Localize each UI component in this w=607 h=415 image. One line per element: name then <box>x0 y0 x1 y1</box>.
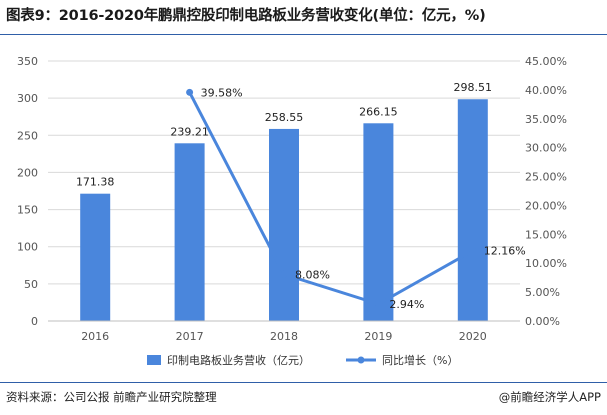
revenue-bar <box>80 193 111 321</box>
left-tick-label: 50 <box>24 278 38 291</box>
bar-value-label: 298.51 <box>454 81 493 94</box>
right-tick-label: 15.00% <box>525 228 567 241</box>
x-tick-label: 2017 <box>176 330 204 343</box>
left-tick-label: 150 <box>17 204 38 217</box>
revenue-bars <box>80 99 488 321</box>
left-tick-label: 250 <box>17 129 38 142</box>
credit-note: @前瞻经济学人APP <box>498 390 601 404</box>
data-labels: 171.38 239.21 258.55 266.15 298.51 39.58% 8.08… <box>76 81 526 311</box>
legend-bar-swatch <box>147 355 161 365</box>
legend-line-marker <box>357 356 365 364</box>
left-tick-label: 0 <box>31 315 38 328</box>
growth-line-path <box>188 91 474 306</box>
growth-line <box>186 88 477 308</box>
growth-point <box>186 88 194 96</box>
growth-point <box>280 270 288 278</box>
legend-line-label: 同比增长（%） <box>382 353 458 367</box>
right-tick-label: 10.00% <box>525 257 567 270</box>
bar-value-label: 171.38 <box>76 176 115 189</box>
x-tick-label: 2019 <box>364 330 392 343</box>
left-tick-label: 200 <box>17 166 38 179</box>
bar-value-label: 266.15 <box>359 105 398 118</box>
growth-point <box>374 300 382 308</box>
growth-value-label: 2.94% <box>389 298 424 311</box>
right-tick-label: 25.00% <box>525 171 567 184</box>
right-axis-ticks: 0.00% 5.00% 10.00% 15.00% 20.00% 25.00% 30.00%… <box>525 55 567 328</box>
growth-point <box>469 247 477 255</box>
bar-value-label: 258.55 <box>265 111 304 124</box>
legend-bar-label: 印制电路板业务营收（亿元） <box>167 353 310 367</box>
left-tick-label: 350 <box>17 55 38 68</box>
revenue-bar <box>269 128 299 321</box>
source-note: 资料来源：公司公报 前瞻产业研究院整理 <box>6 390 217 404</box>
title-divider <box>0 34 607 35</box>
right-tick-label: 0.00% <box>525 315 560 328</box>
revenue-growth-chart: 0 50 100 150 200 250 300 350 0.00% 5.00% 10.00% 15… <box>17 55 567 367</box>
growth-value-label: 39.58% <box>201 86 243 99</box>
left-axis-ticks: 0 50 100 150 200 250 300 350 <box>17 55 38 328</box>
x-tick-label: 2018 <box>270 330 298 343</box>
growth-value-label: 12.16% <box>484 245 526 258</box>
x-tick-label: 2020 <box>459 330 487 343</box>
chart-title: 图表9：2016-2020年鹏鼎控股印制电路板业务营收变化(单位：亿元，%) <box>6 8 486 24</box>
right-tick-label: 35.00% <box>525 113 567 126</box>
revenue-bar <box>363 123 394 321</box>
revenue-bar <box>457 99 488 321</box>
growth-value-label: 8.08% <box>295 268 330 281</box>
right-tick-label: 20.00% <box>525 199 567 212</box>
revenue-bar <box>174 143 205 321</box>
bar-value-label: 239.21 <box>170 125 209 138</box>
x-axis: 2016 2017 2018 2019 2020 <box>48 320 520 343</box>
right-tick-label: 30.00% <box>525 142 567 155</box>
left-tick-label: 100 <box>17 241 38 254</box>
legend: 印制电路板业务营收（亿元） 同比增长（%） <box>147 353 458 367</box>
right-tick-label: 5.00% <box>525 286 560 299</box>
right-tick-label: 40.00% <box>525 84 567 97</box>
left-tick-label: 300 <box>17 92 38 105</box>
right-tick-label: 45.00% <box>525 55 567 68</box>
x-tick-label: 2016 <box>81 330 109 343</box>
footer-divider <box>0 382 607 383</box>
